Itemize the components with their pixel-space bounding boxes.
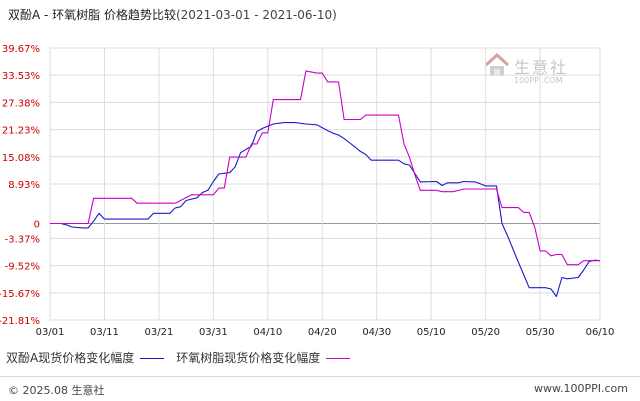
x-tick-label: 04/30 bbox=[362, 327, 391, 338]
y-tick-label: -21.81% bbox=[0, 316, 40, 327]
y-tick-label: -15.67% bbox=[0, 289, 40, 300]
legend-series-1-swatch bbox=[140, 358, 165, 359]
legend-series-2-swatch bbox=[326, 358, 351, 359]
y-tick-label: 33.53% bbox=[2, 71, 40, 82]
x-tick-label: 03/01 bbox=[36, 327, 65, 338]
y-tick-label: 0 bbox=[34, 220, 40, 231]
x-tick-label: 05/10 bbox=[417, 327, 446, 338]
footer-site-link[interactable]: www.100PPI.com bbox=[534, 382, 628, 395]
y-tick-label: -3.37% bbox=[5, 234, 40, 245]
x-tick-label: 03/11 bbox=[90, 327, 119, 338]
x-tick-label: 04/10 bbox=[253, 327, 282, 338]
series-line-1 bbox=[50, 122, 601, 298]
y-tick-label: -9.52% bbox=[5, 262, 40, 273]
x-tick-label: 03/31 bbox=[199, 327, 228, 338]
chart-title-range: (2021-03-01 - 2021-06-10) bbox=[175, 8, 337, 22]
y-tick-label: 15.08% bbox=[2, 153, 40, 164]
x-tick-label: 04/20 bbox=[308, 327, 337, 338]
x-tick-label: 06/10 bbox=[586, 327, 615, 338]
watermark-url: 100PPI.COM bbox=[514, 76, 563, 85]
y-tick-label: 27.38% bbox=[2, 98, 40, 109]
chart-legend: 双酚A现货价格变化幅度 环氧树脂现货价格变化幅度 bbox=[6, 349, 362, 366]
footer-bar: © 2025.08 生意社 www.100PPI.com bbox=[0, 376, 640, 401]
y-tick-label: 39.67% bbox=[2, 44, 40, 55]
legend-series-1-label: 双酚A现货价格变化幅度 bbox=[6, 351, 135, 365]
chart-title-main: 双酚A - 环氧树脂 价格趋势比较 bbox=[8, 8, 176, 22]
x-tick-label: 03/21 bbox=[144, 327, 173, 338]
x-tick-label: 05/20 bbox=[471, 327, 500, 338]
series-line-2 bbox=[50, 70, 600, 266]
footer-copyright: © 2025.08 生意社 bbox=[8, 384, 105, 397]
chart-title: 双酚A - 环氧树脂 价格趋势比较(2021-03-01 - 2021-06-1… bbox=[8, 6, 337, 23]
y-tick-label: 21.23% bbox=[2, 126, 40, 137]
legend-series-2-label: 环氧树脂现货价格变化幅度 bbox=[176, 351, 321, 365]
x-tick-label: 05/30 bbox=[526, 327, 555, 338]
house-logo-icon bbox=[484, 52, 510, 76]
y-tick-label: 8.93% bbox=[8, 180, 40, 191]
